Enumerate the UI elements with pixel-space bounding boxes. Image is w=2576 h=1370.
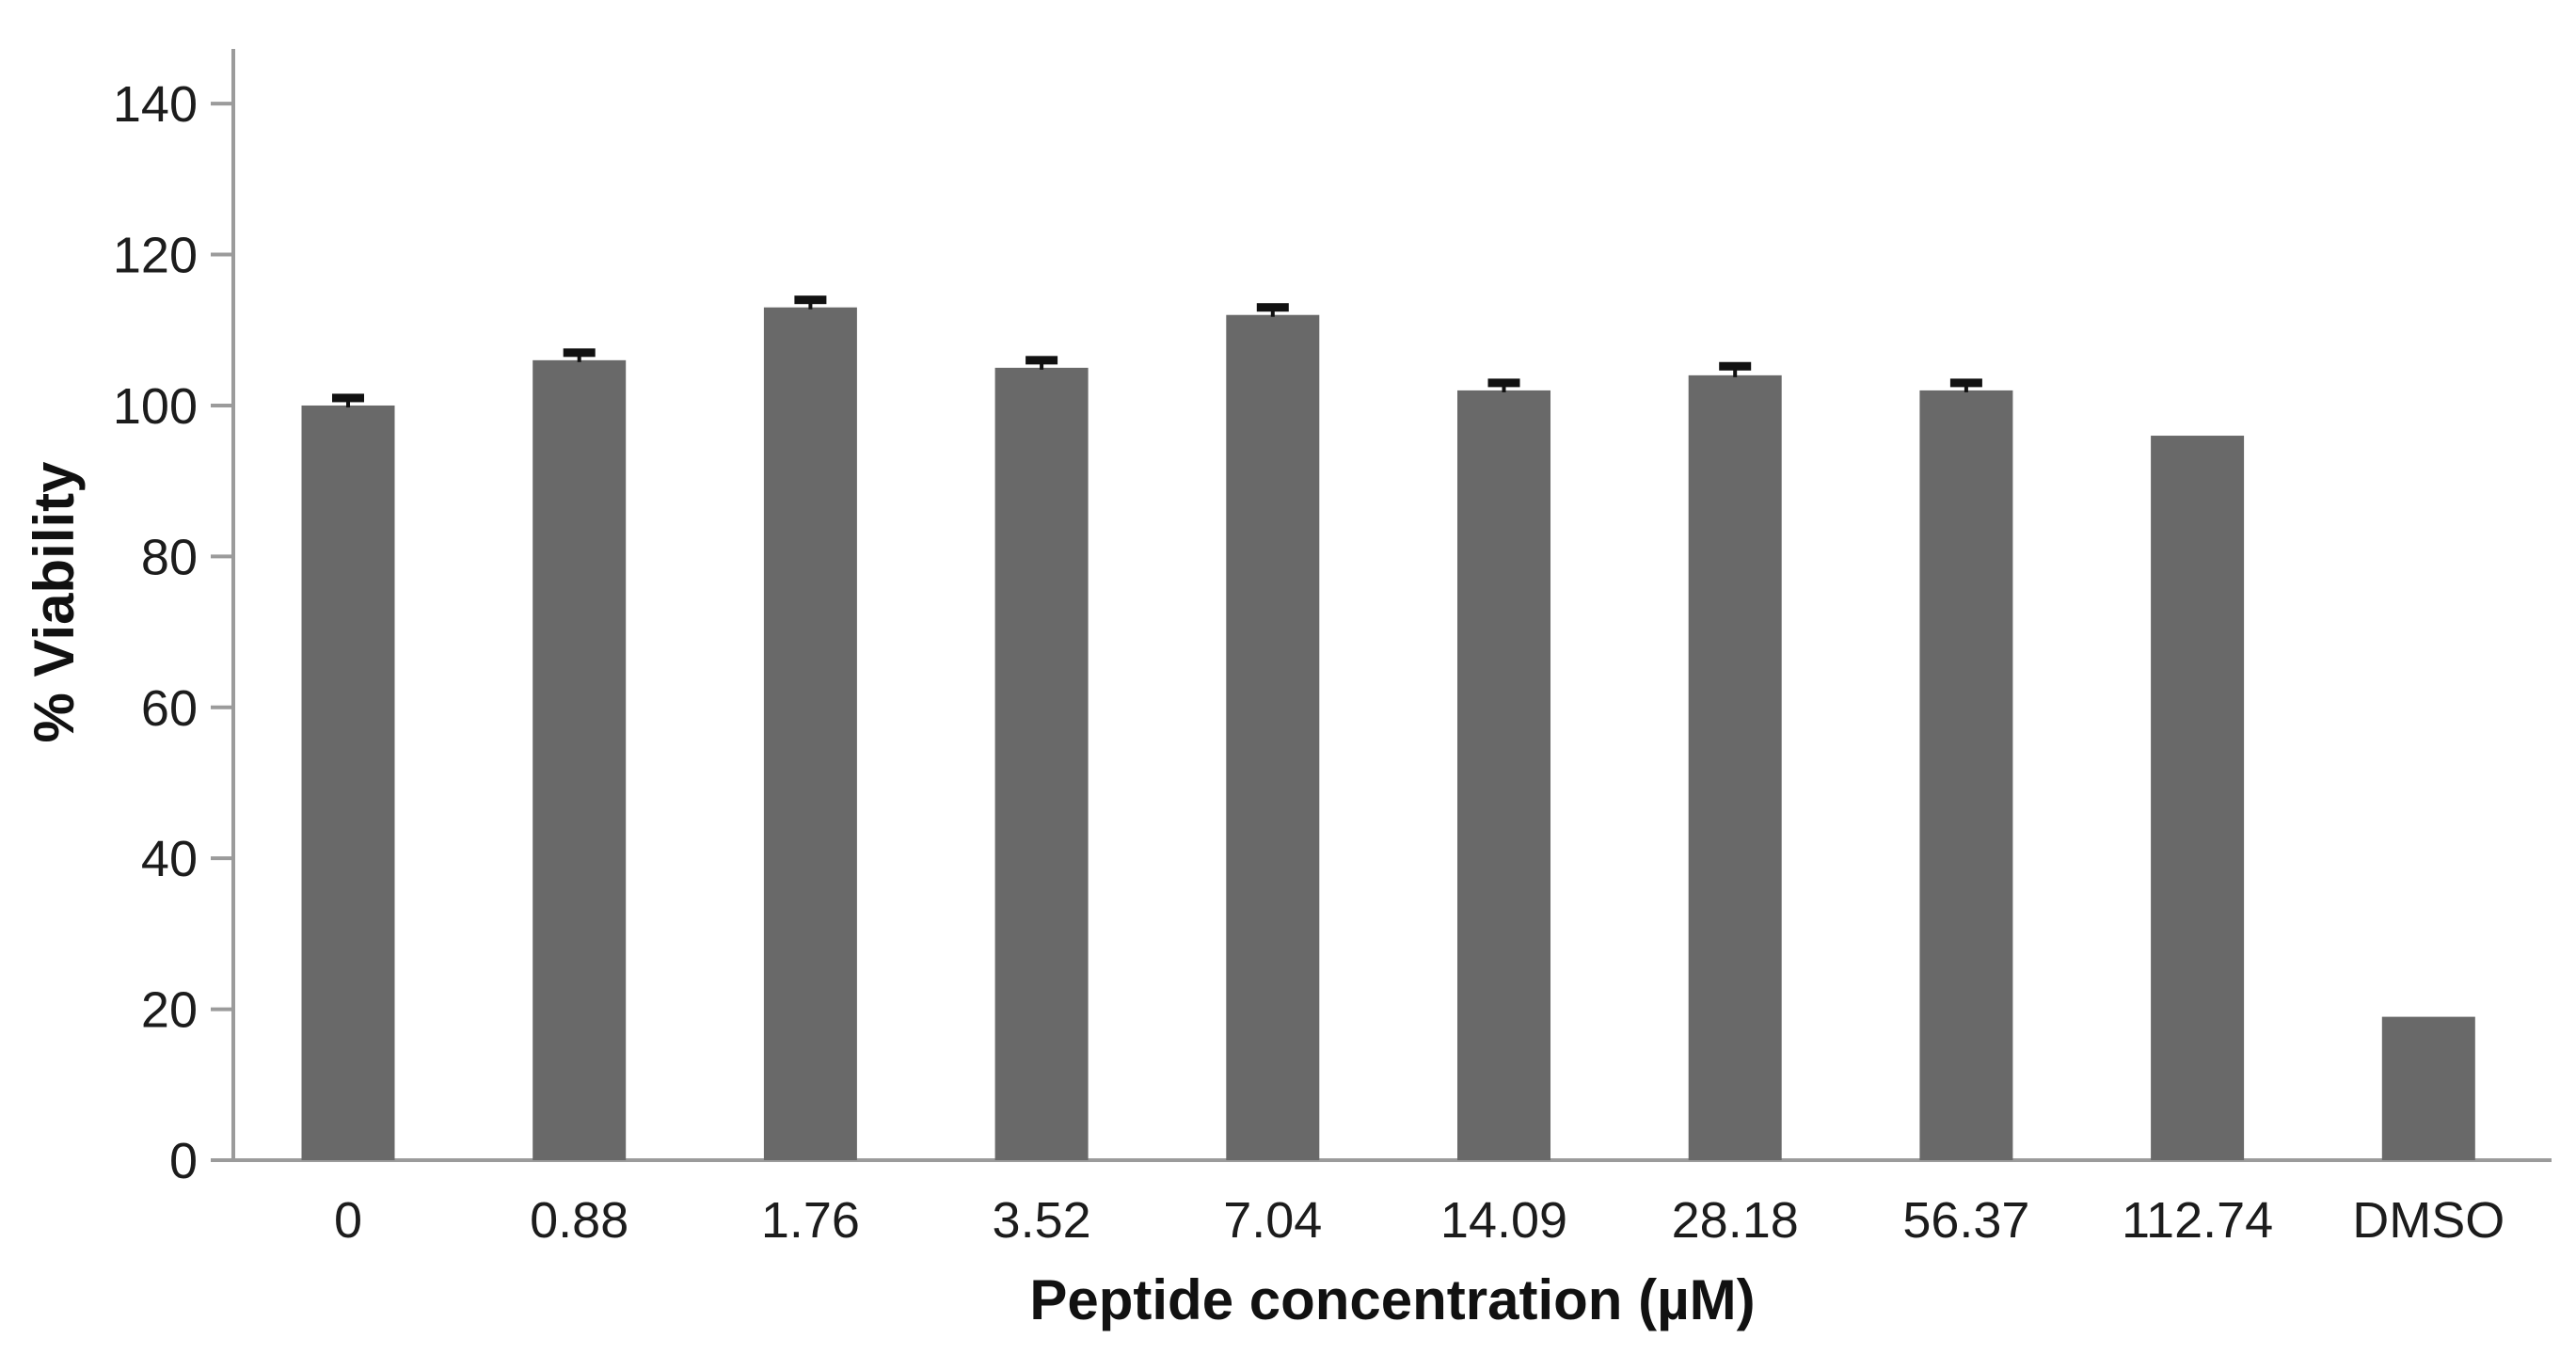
y-tick-label: 60 xyxy=(141,680,198,737)
x-category-label: 56.37 xyxy=(1902,1192,2029,1249)
y-tick-label: 80 xyxy=(141,529,198,585)
bars-group xyxy=(301,307,2475,1161)
y-axis-tick-labels: 0 20 40 60 80 100 120 140 xyxy=(113,76,198,1189)
y-tick-label: 120 xyxy=(113,228,198,284)
y-tick-label: 100 xyxy=(113,378,198,435)
error-bar-cap xyxy=(1256,303,1289,312)
error-bars-group xyxy=(332,295,1982,407)
y-axis-title: % Viability xyxy=(23,461,86,743)
error-bar-cap xyxy=(563,348,596,358)
bar xyxy=(1226,314,1320,1160)
bar xyxy=(994,367,1089,1160)
y-tick-label: 0 xyxy=(169,1133,198,1189)
x-category-label: DMSO xyxy=(2352,1192,2504,1249)
x-category-label: 1.76 xyxy=(761,1192,860,1249)
x-category-label: 3.52 xyxy=(993,1192,1091,1249)
x-category-label: 0 xyxy=(334,1192,362,1249)
bar xyxy=(2381,1016,2475,1160)
bar xyxy=(763,307,857,1161)
x-axis-category-labels: 0 0.88 1.76 3.52 7.04 14.09 28.18 56.37 112.74 DM… xyxy=(334,1192,2504,1249)
y-axis-ticks xyxy=(211,102,233,1162)
error-bar-cap xyxy=(332,393,364,403)
y-tick-label: 40 xyxy=(141,831,198,887)
error-bar-cap xyxy=(1026,356,1058,365)
x-category-label: 7.04 xyxy=(1223,1192,1322,1249)
error-bar-cap xyxy=(794,295,827,305)
bar xyxy=(1688,374,1782,1160)
x-axis-title: Peptide concentration (µM) xyxy=(1029,1268,1755,1331)
error-bar-cap xyxy=(1949,378,1982,388)
x-category-label: 28.18 xyxy=(1672,1192,1799,1249)
y-tick-label: 140 xyxy=(113,76,198,133)
x-category-label: 14.09 xyxy=(1440,1192,1567,1249)
bar xyxy=(1457,390,1550,1161)
x-category-label: 112.74 xyxy=(2122,1192,2273,1249)
bar xyxy=(533,359,627,1160)
bar xyxy=(1919,390,2013,1161)
x-category-label: 0.88 xyxy=(530,1192,628,1249)
y-tick-label: 20 xyxy=(141,982,198,1039)
error-bar-cap xyxy=(1487,378,1520,388)
error-bar-cap xyxy=(1719,361,1752,371)
bar xyxy=(301,405,395,1160)
bar xyxy=(2151,436,2245,1161)
